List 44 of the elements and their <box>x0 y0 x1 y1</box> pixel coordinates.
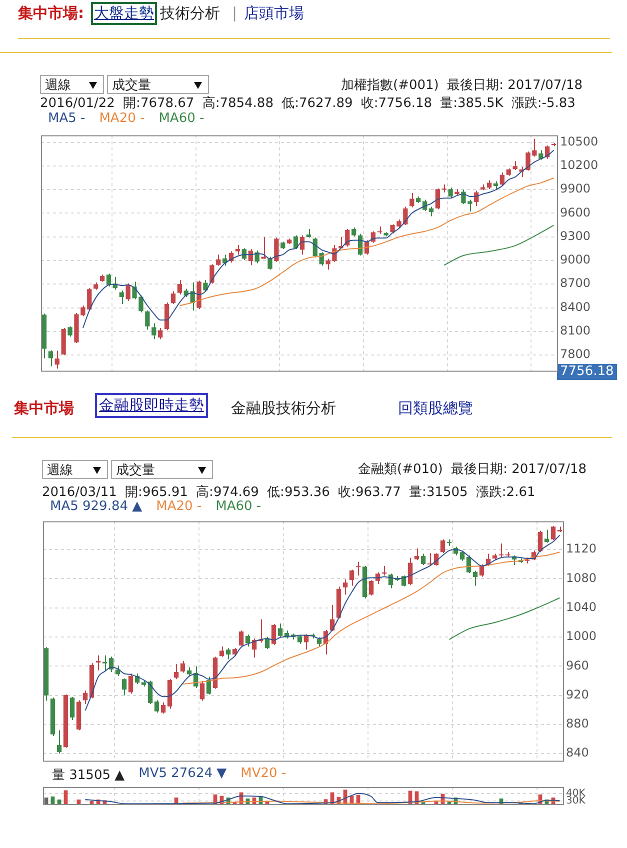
y-tick-label: 960 <box>566 658 589 672</box>
y-tick-label: 10200 <box>560 158 598 172</box>
y-tick-label: 1120 <box>566 542 597 556</box>
text: 店頭市場 <box>244 4 304 22</box>
text: MA5 - <box>48 111 86 126</box>
y-tick-label: 9900 <box>560 182 591 196</box>
text: 成交量 <box>112 78 151 93</box>
y-tick-label: 10500 <box>560 134 598 148</box>
chart-subtitle: 2016/03/11 開:965.91 高:974.69 低:953.36 收:963.77 量:31505 漲跌:2.61 <box>42 484 536 500</box>
text: | <box>232 4 238 22</box>
text: 週線 <box>47 463 73 478</box>
text: 技術分析 <box>160 4 220 22</box>
text: 金融股技術分析 <box>231 399 336 417</box>
text: MA60 - <box>158 111 204 126</box>
y-tick-label: 840 <box>566 746 589 760</box>
text: 回類股總覽 <box>398 399 473 417</box>
y-tick-label: 9000 <box>560 252 591 267</box>
text: MA20 - <box>156 499 202 514</box>
y-tick-label: 8400 <box>560 300 591 314</box>
text: MA5 929.84 ▲ <box>50 499 142 514</box>
y-tick-label: 880 <box>566 716 589 731</box>
text: MA20 - <box>99 111 145 126</box>
chart-title: 加權指數(#001) 最後日期: 2017/07/18 <box>341 77 583 94</box>
y-tick-label: 30K <box>566 795 586 806</box>
series-label: 量 31505 ▲ <box>52 767 125 784</box>
text: 成交量 <box>116 463 155 478</box>
y-tick-label: 9600 <box>560 205 591 220</box>
text: 週線 <box>45 78 71 93</box>
text: 7756.18 <box>560 364 614 379</box>
text: MA60 - <box>216 499 262 514</box>
y-tick-label: 1040 <box>566 600 597 614</box>
y-tick-label: 7800 <box>560 347 591 362</box>
y-tick-label: 1080 <box>566 570 597 585</box>
y-tick-label: 920 <box>566 687 589 702</box>
text: 集中市場: <box>18 4 84 22</box>
series-label: MV5 27624 ▼ <box>138 766 227 783</box>
y-tick-label: 9300 <box>560 228 591 243</box>
text: 集中市場 <box>14 399 74 417</box>
y-tick-label: 8100 <box>560 324 591 338</box>
series-label: MV20 - <box>240 766 286 783</box>
chart-title: 金融類(#010) 最後日期: 2017/07/18 <box>358 461 587 478</box>
chart-subtitle: 2016/01/22 開:7678.67 高:7854.88 低:7627.89 收:7756.18 量:385.5K 漲跌:-5.83 <box>40 95 576 112</box>
y-tick-label: 1000 <box>566 629 597 644</box>
y-tick-label: 8700 <box>560 276 591 290</box>
